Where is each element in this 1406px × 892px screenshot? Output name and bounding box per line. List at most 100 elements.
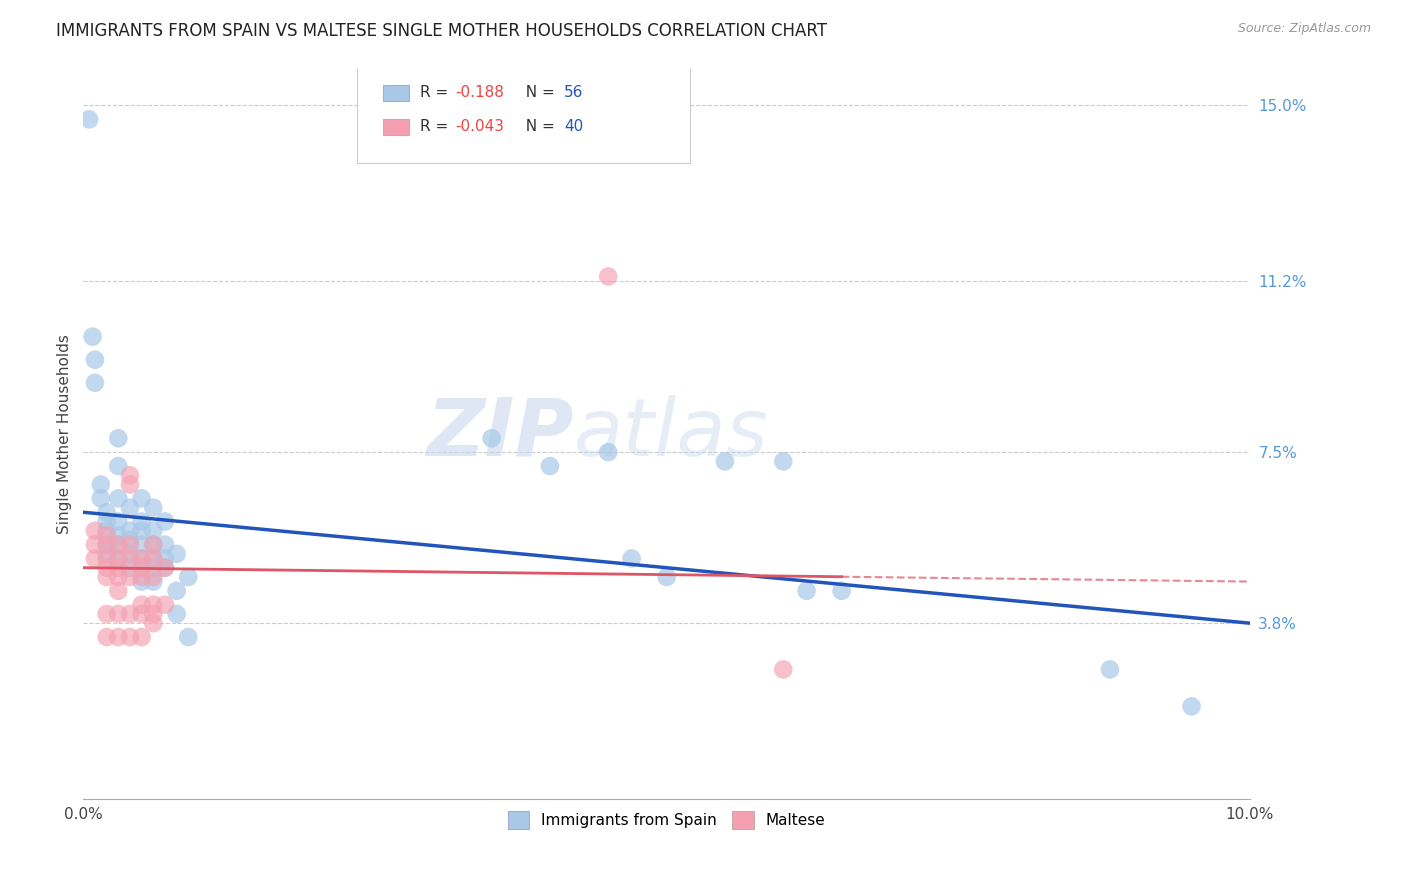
Point <box>598 269 620 284</box>
Point <box>96 547 118 561</box>
Text: R =: R = <box>420 120 454 135</box>
Point <box>142 570 165 584</box>
Point <box>796 583 818 598</box>
Point <box>714 454 737 468</box>
Text: N =: N = <box>516 120 560 135</box>
Point <box>153 538 176 552</box>
Point <box>118 607 141 621</box>
Point <box>96 505 118 519</box>
Point <box>131 538 153 552</box>
Point <box>107 458 129 473</box>
Point <box>1098 662 1121 676</box>
Text: -0.188: -0.188 <box>456 85 505 100</box>
Point <box>107 551 129 566</box>
Point <box>166 583 188 598</box>
Point <box>481 431 503 445</box>
Point <box>118 538 141 552</box>
Point <box>131 574 153 589</box>
Point <box>131 524 153 538</box>
Text: 56: 56 <box>564 85 583 100</box>
Point <box>77 112 100 127</box>
Point <box>82 329 104 343</box>
Point <box>772 454 794 468</box>
Point <box>107 560 129 574</box>
Point <box>96 560 118 574</box>
Point <box>118 560 141 574</box>
Point <box>131 560 153 574</box>
Point <box>131 598 153 612</box>
Text: atlas: atlas <box>574 394 768 473</box>
Point <box>131 607 153 621</box>
Y-axis label: Single Mother Households: Single Mother Households <box>58 334 72 533</box>
Point <box>772 662 794 676</box>
Point <box>142 538 165 552</box>
Point <box>142 616 165 631</box>
Point <box>84 352 107 367</box>
Point <box>84 538 107 552</box>
Point <box>177 570 200 584</box>
Text: R =: R = <box>420 85 454 100</box>
Point <box>153 551 176 566</box>
Point <box>131 515 153 529</box>
Point <box>598 445 620 459</box>
Point <box>142 607 165 621</box>
Point <box>96 551 118 566</box>
Point <box>131 491 153 506</box>
Point <box>96 538 118 552</box>
Point <box>90 491 112 506</box>
Point <box>142 524 165 538</box>
Point <box>118 551 141 566</box>
Text: N =: N = <box>516 85 560 100</box>
Point <box>142 500 165 515</box>
Point <box>96 570 118 584</box>
Point <box>118 533 141 547</box>
FancyBboxPatch shape <box>382 119 409 135</box>
Point <box>96 524 118 538</box>
Point <box>107 491 129 506</box>
Point <box>153 598 176 612</box>
Legend: Immigrants from Spain, Maltese: Immigrants from Spain, Maltese <box>502 805 832 835</box>
Point <box>107 551 129 566</box>
Point <box>107 607 129 621</box>
Point <box>142 574 165 589</box>
Point <box>96 515 118 529</box>
Point <box>118 570 141 584</box>
Point <box>96 538 118 552</box>
Point <box>107 431 129 445</box>
Point <box>118 468 141 483</box>
FancyBboxPatch shape <box>382 85 409 101</box>
Point <box>166 547 188 561</box>
Point <box>118 630 141 644</box>
Point <box>177 630 200 644</box>
Point <box>107 528 129 542</box>
Point <box>107 570 129 584</box>
Point <box>118 547 141 561</box>
Text: IMMIGRANTS FROM SPAIN VS MALTESE SINGLE MOTHER HOUSEHOLDS CORRELATION CHART: IMMIGRANTS FROM SPAIN VS MALTESE SINGLE … <box>56 22 827 40</box>
FancyBboxPatch shape <box>357 65 690 163</box>
Text: -0.043: -0.043 <box>456 120 505 135</box>
Point <box>96 630 118 644</box>
Point <box>166 607 188 621</box>
Point <box>142 598 165 612</box>
Point <box>84 376 107 390</box>
Point <box>84 524 107 538</box>
Point <box>107 538 129 552</box>
Point <box>620 551 643 566</box>
Point <box>142 551 165 566</box>
Point <box>107 515 129 529</box>
Point <box>142 551 165 566</box>
Point <box>142 538 165 552</box>
Point <box>142 560 165 574</box>
Text: ZIP: ZIP <box>426 394 574 473</box>
Point <box>96 607 118 621</box>
Point <box>131 630 153 644</box>
Text: Source: ZipAtlas.com: Source: ZipAtlas.com <box>1237 22 1371 36</box>
Point <box>107 583 129 598</box>
Point <box>84 551 107 566</box>
Point <box>107 630 129 644</box>
Point <box>96 528 118 542</box>
Point <box>153 560 176 574</box>
Point <box>655 570 678 584</box>
Point <box>90 477 112 491</box>
Point <box>153 515 176 529</box>
